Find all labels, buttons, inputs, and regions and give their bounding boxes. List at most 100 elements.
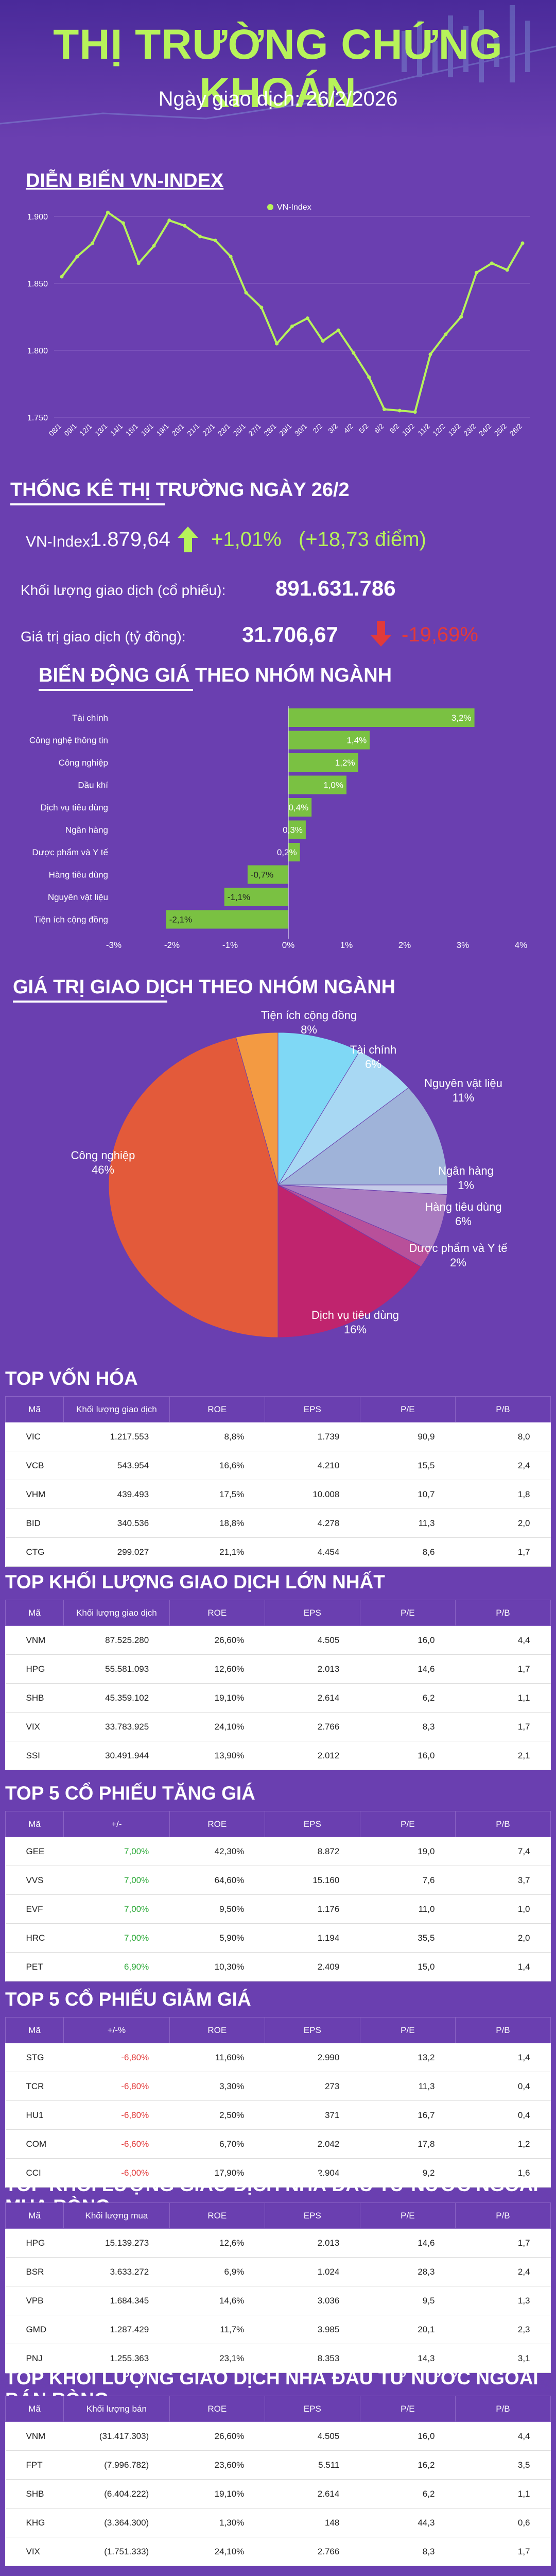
table-row: KHG (3.364.300) 1,30% 148 44,3 0,6 <box>5 2508 551 2537</box>
column-header: +/- <box>63 1811 170 1837</box>
value-cell: 7,00% <box>63 1894 170 1924</box>
value-cell: (1.751.333) <box>63 2537 170 2566</box>
data-table-panel: Mã Khối lượng giao dịch ROE EPS P/E P/B VNM 87.… <box>5 1600 551 1770</box>
value-cell: 11,3 <box>360 2072 456 2101</box>
value-cell: 7,4 <box>455 1837 551 1866</box>
value-cell: 6,90% <box>63 1952 170 1981</box>
value-cell: 1,1 <box>455 2479 551 2509</box>
value-cell: 4.505 <box>265 1625 360 1655</box>
column-header: +/-% <box>63 2017 170 2043</box>
x-tick-label: 21/1 <box>185 422 201 438</box>
value-cell: 1,30% <box>169 2508 265 2537</box>
value-cell: 4.505 <box>265 2421 360 2451</box>
table-row: VIX (1.751.333) 24,10% 2.766 8,3 1,7 <box>5 2537 551 2566</box>
value-cell: 2,4 <box>455 1451 551 1480</box>
value-cell: 1.255.363 <box>63 2344 170 2373</box>
data-point <box>60 275 64 279</box>
x-tick-label: 14/1 <box>109 422 125 438</box>
column-header: Khối lượng giao dịch <box>63 1396 170 1422</box>
table-row: BID 340.536 18,8% 4.278 11,3 2,0 <box>5 1509 551 1538</box>
value-cell: 7,00% <box>63 1923 170 1953</box>
value-cell: 13,2 <box>360 2043 456 2072</box>
data-table-panel: Mã +/-% ROE EPS P/E P/B STG -6,80% 11,60% 2.990 13… <box>5 2017 551 2188</box>
value-cell: 371 <box>265 2100 360 2130</box>
volume-label: Khối lượng giao dịch (cổ phiếu): <box>21 582 226 598</box>
value-cell: 1.684.345 <box>63 2286 170 2315</box>
table-row: EVF 7,00% 9,50% 1.176 11,0 1,0 <box>5 1894 551 1924</box>
legend-marker <box>267 204 273 210</box>
value-cell: 35,5 <box>360 1923 456 1953</box>
column-header: ROE <box>169 2017 265 2043</box>
value-cell: 2.766 <box>265 2537 360 2566</box>
value-cell: 1,7 <box>455 1654 551 1684</box>
column-header: P/B <box>455 2017 551 2043</box>
y-tick-label: 1.800 <box>27 347 48 355</box>
x-tick-label: 10/2 <box>401 422 416 438</box>
value-cell: 17,8 <box>360 2129 456 2159</box>
value-cell: 8.353 <box>265 2344 360 2373</box>
value-cell: 10,30% <box>169 1952 265 1981</box>
value-cell: 4.278 <box>265 1509 360 1538</box>
value-cell: 16,0 <box>360 2421 456 2451</box>
value-cell: 33.783.925 <box>63 1712 170 1741</box>
x-tick-label: 2/2 <box>311 422 324 435</box>
x-tick-label: 3% <box>457 940 470 950</box>
value-cell: 0,4 <box>455 2072 551 2101</box>
pie-slice <box>277 1032 360 1186</box>
table-row: VHM 439.493 17,5% 10.008 10,7 1,8 <box>5 1480 551 1509</box>
pie-value-label: 46% <box>92 1163 114 1176</box>
pie-label: Tiện ích cộng đồng <box>261 1010 357 1022</box>
pie-value-label: 1% <box>458 1179 474 1192</box>
ticker-cell: VVS <box>5 1866 64 1895</box>
column-header: ROE <box>169 2202 265 2229</box>
value-cell: 8,0 <box>455 1422 551 1451</box>
data-point <box>520 241 525 245</box>
value-cell: 4.454 <box>265 1537 360 1567</box>
data-point <box>428 352 432 357</box>
x-tick-label: 13/1 <box>93 422 109 438</box>
value-cell: 18,8% <box>169 1509 265 1538</box>
x-tick-label: 6/2 <box>373 422 386 435</box>
data-point <box>91 241 95 245</box>
category-label: Ngân hàng <box>65 825 108 835</box>
column-header: Khối lượng bán <box>63 2396 170 2422</box>
y-tick-label: 1.850 <box>27 280 48 289</box>
pie-value-label: 2% <box>450 1256 466 1269</box>
table-row: HU1 -6,80% 2,50% 371 16,7 0,4 <box>5 2100 551 2130</box>
ticker-cell: PNJ <box>5 2344 64 2373</box>
value-cell: 7,6 <box>360 1866 456 1895</box>
value-cell: 7,00% <box>63 1837 170 1866</box>
x-tick-label: 22/1 <box>201 422 217 438</box>
pie-label: Dược phẩm và Y tế <box>409 1242 508 1255</box>
x-tick-label: 29/1 <box>277 422 293 438</box>
data-point <box>290 324 294 328</box>
value-cell: 11,60% <box>169 2043 265 2072</box>
category-label: Công nghiệp <box>59 758 108 768</box>
trading-date: Ngày giao dịch: 26/2/2026 <box>158 88 398 110</box>
data-point <box>336 328 340 332</box>
ticker-cell: GMD <box>5 2315 64 2344</box>
header-banner: THỊ TRƯỜNG CHỨNG KHOÁN Ngày giao dịch: 2… <box>0 0 556 139</box>
x-tick-label: -3% <box>106 940 121 950</box>
value-cell: 3.633.272 <box>63 2257 170 2286</box>
sector-bar <box>288 843 300 861</box>
sector-bar <box>288 798 312 817</box>
x-tick-label: 20/1 <box>170 422 186 438</box>
pie-slice <box>277 1087 448 1185</box>
vnindex-change: +1,01% <box>211 528 282 551</box>
value-cell: 1,7 <box>455 2228 551 2258</box>
value-cell: (31.417.303) <box>63 2421 170 2451</box>
vnindex-points: (+18,73 điểm) <box>299 528 426 551</box>
column-header: P/E <box>359 2017 456 2043</box>
ticker-cell: SHB <box>5 2479 64 2509</box>
ticker-cell: HPG <box>5 1654 64 1684</box>
value-cell: 543.954 <box>63 1451 170 1480</box>
value-cell: 1,0 <box>455 1894 551 1924</box>
value-cell: 4,4 <box>455 2421 551 2451</box>
ticker-cell: SSI <box>5 1741 64 1770</box>
table-row: SSI 30.491.944 13,90% 2.012 16,0 2,1 <box>5 1741 551 1770</box>
value-cell: 10,7 <box>360 1480 456 1509</box>
column-header: P/E <box>359 1811 456 1837</box>
vnindex-section-title: DIỄN BIẾN VN-INDEX <box>26 170 224 192</box>
value-cell: 21,1% <box>169 1537 265 1567</box>
